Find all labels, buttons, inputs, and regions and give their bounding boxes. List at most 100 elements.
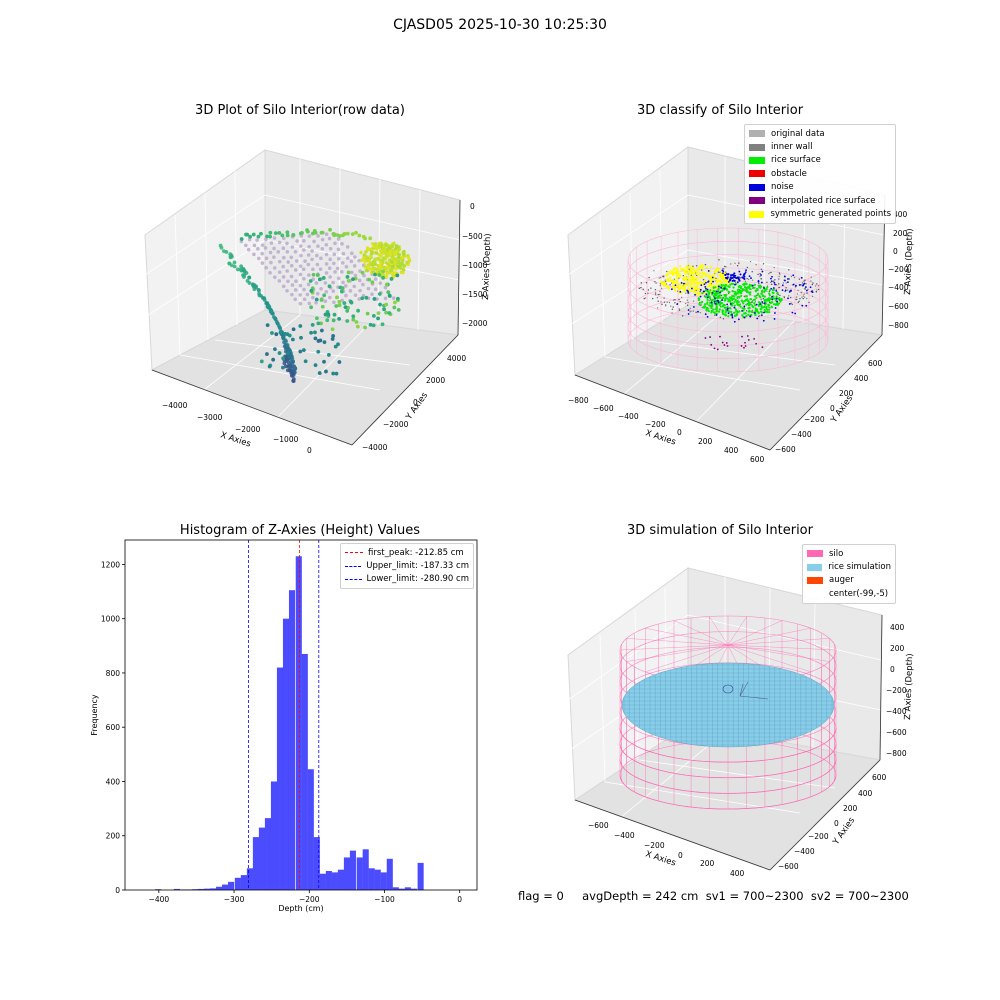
rice-surface-point	[745, 288, 748, 291]
data-point	[324, 289, 329, 294]
rice-surface-point	[728, 291, 731, 294]
data-point	[319, 286, 323, 291]
noise-point	[798, 284, 801, 286]
symmetric-point	[713, 271, 717, 274]
noise-point	[731, 279, 734, 282]
wall-point	[659, 284, 662, 287]
wall-point	[686, 304, 689, 306]
data-point	[383, 285, 388, 290]
data-point	[355, 324, 360, 329]
wall-point	[677, 290, 679, 292]
wall-point	[775, 284, 777, 286]
symmetric-point	[695, 285, 698, 288]
data-point	[256, 247, 260, 251]
data-point	[350, 270, 354, 275]
data-point	[321, 276, 326, 280]
rice-surface-point	[718, 294, 721, 297]
symmetric-point	[695, 287, 698, 291]
data-point	[232, 264, 237, 269]
noise-point	[805, 304, 808, 307]
symmetric-point	[694, 277, 697, 280]
data-point	[295, 239, 299, 243]
data-point	[332, 261, 336, 266]
wall-point	[658, 293, 661, 296]
data-point	[348, 289, 353, 293]
data-point	[336, 247, 341, 252]
histogram-bar	[337, 869, 344, 890]
data-point	[405, 260, 409, 264]
data-point	[340, 286, 345, 291]
rice-surface-point	[758, 284, 762, 287]
wall-point	[678, 309, 681, 311]
rice-surface-point	[771, 291, 774, 294]
z-tick-label: −500	[462, 232, 483, 241]
rice-surface-point	[767, 303, 770, 306]
wall-point	[783, 296, 786, 299]
wall-point	[680, 296, 683, 299]
legend-swatch	[807, 590, 823, 597]
noise-point	[713, 300, 716, 303]
data-point	[363, 265, 367, 269]
data-point	[247, 281, 252, 285]
rice-surface-point	[712, 290, 715, 293]
data-point	[362, 256, 366, 260]
data-point	[334, 295, 339, 300]
rice-surface-point	[707, 292, 711, 295]
data-point	[373, 287, 378, 292]
axis-ticks: −800 −600 −400 −200 0 200 400 600 600 40…	[568, 210, 909, 464]
wall-point	[760, 298, 763, 300]
data-point	[345, 245, 350, 249]
data-point	[281, 356, 286, 361]
symmetric-point	[692, 275, 695, 279]
noise-point	[755, 303, 758, 306]
rice-surface-point	[727, 299, 730, 303]
symmetric-point	[684, 270, 687, 274]
data-point	[281, 264, 286, 269]
histogram-bar	[173, 888, 180, 890]
rice-surface-point	[771, 288, 774, 292]
noise-point	[738, 279, 741, 282]
x-tick-label: −4000	[162, 401, 188, 410]
data-point	[299, 253, 303, 258]
histogram-bar	[392, 887, 399, 890]
silo-roof-line	[727, 644, 830, 662]
data-point	[374, 267, 379, 272]
y-tick-label: −4000	[362, 443, 388, 452]
z-tick-label: 200	[893, 229, 908, 238]
rice-surface-point	[731, 298, 734, 302]
wall-point	[638, 287, 641, 290]
legend-item: inner wall	[749, 140, 891, 153]
wall-point	[754, 301, 757, 303]
data-point	[382, 250, 387, 254]
silo-roof-line	[626, 638, 729, 646]
wall-point	[807, 288, 809, 291]
wall-point	[811, 283, 814, 286]
wall-point	[692, 310, 695, 312]
data-point	[320, 246, 325, 251]
data-point	[302, 248, 306, 252]
noise-point	[810, 290, 813, 293]
y-tick-label: 400	[106, 777, 121, 786]
noise-point	[760, 274, 762, 276]
data-point	[318, 267, 323, 271]
y-tick-label: 200	[839, 389, 854, 398]
data-point	[299, 335, 303, 340]
data-point	[307, 301, 312, 306]
data-point	[333, 241, 337, 246]
data-point	[361, 282, 365, 287]
interpolated-point	[704, 337, 707, 339]
symmetric-point	[695, 272, 698, 275]
noise-point	[772, 287, 775, 289]
data-point	[346, 270, 351, 275]
wall-point	[785, 282, 787, 284]
data-point	[334, 371, 339, 376]
data-point	[251, 232, 256, 237]
data-point	[312, 229, 317, 233]
rice-surface-point	[775, 295, 778, 298]
noise-point	[776, 300, 779, 303]
data-point	[268, 270, 272, 275]
interpolated-point	[725, 342, 728, 344]
noise-point	[726, 273, 729, 276]
wall-point	[744, 280, 747, 282]
data-point	[327, 266, 332, 271]
